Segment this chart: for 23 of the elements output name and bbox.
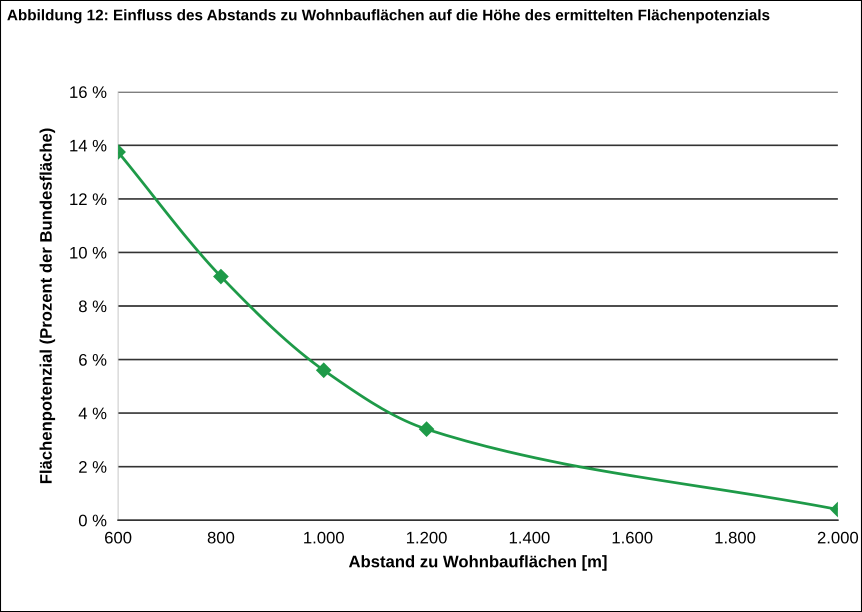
x-tick-label: 1.800 [715, 532, 756, 544]
point [316, 362, 332, 378]
x-tick-label: 2.000 [818, 532, 858, 544]
x-tick-label: 600 [105, 532, 132, 544]
point [213, 268, 228, 284]
y-axis-title: Flächenpotenzial (Prozent der Bundesfläche) [40, 128, 56, 484]
point [418, 422, 434, 437]
y-tick-label: 2 % [79, 461, 106, 473]
y-tick-label: 8 % [78, 300, 106, 312]
y-tick-label: 4 % [78, 408, 106, 420]
y-tick-label: 16 % [70, 86, 106, 98]
x-tick-label: 800 [208, 532, 234, 544]
y-tick-label: 14 % [70, 140, 106, 152]
y-tick-label: 12 % [70, 193, 106, 206]
y-tick-label: 10 % [70, 246, 106, 259]
x-tick-label: 1.400 [510, 532, 550, 544]
x-axis-title: Abstand zu Wohnbauflächen [m] [348, 555, 607, 571]
x-tick-label: 1.000 [304, 532, 344, 544]
y-tick-label: 0 % [78, 514, 106, 526]
x-tick-label: 1.600 [612, 532, 652, 544]
chart-title: Abbildung 12: Einfluss des Abstands zu Wohnbauflächen auf die Höhe des ermittelten Flächenpotenzials [7, 9, 770, 24]
y-tick-label: 6 % [79, 354, 106, 366]
x-tick-label: 1.200 [406, 532, 447, 544]
